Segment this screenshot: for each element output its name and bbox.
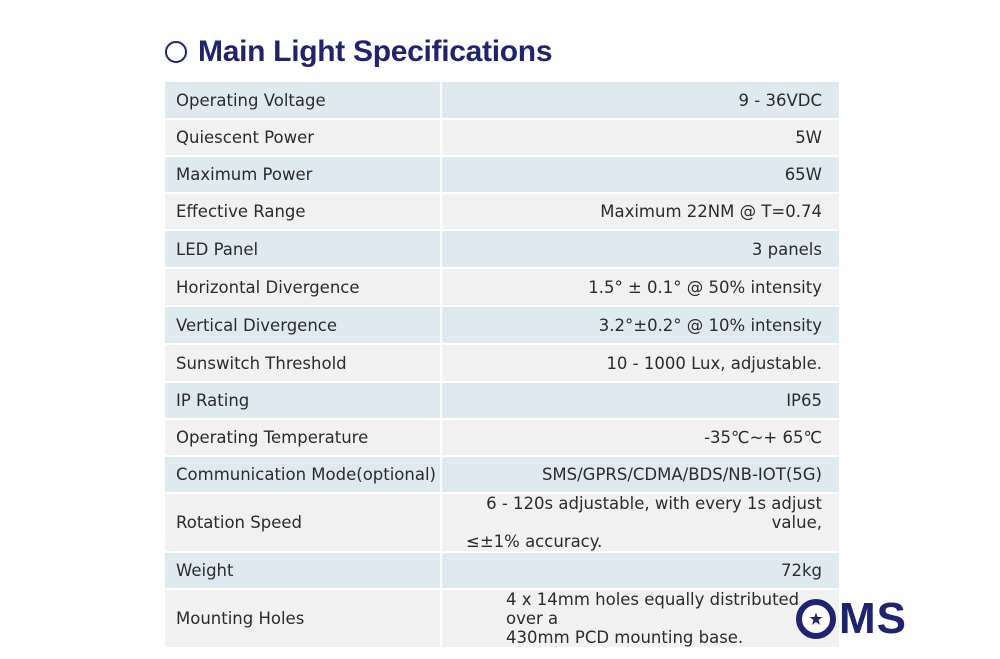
spec-label: IP Rating — [165, 382, 442, 420]
spec-label: Operating Temperature — [165, 419, 442, 457]
spec-value: 5W — [441, 119, 839, 157]
table-row: Operating Voltage 9 - 36VDC — [165, 82, 839, 120]
spec-label: Effective Range — [165, 193, 442, 231]
spec-label: Maximum Power — [165, 156, 442, 194]
spec-value: 3.2°±0.2° @ 10% intensity — [441, 306, 839, 345]
table-row: Mounting Holes 4 x 14mm holes equally di… — [165, 589, 839, 649]
spec-value-line: ≤±1% accuracy. — [466, 532, 603, 551]
section-header: Main Light Specifications — [165, 30, 553, 74]
spec-label: Operating Voltage — [165, 82, 442, 120]
table-row: IP Rating IP65 — [165, 382, 839, 420]
circle-bullet-icon — [165, 41, 187, 63]
table-row: LED Panel 3 panels — [165, 230, 839, 269]
star-icon — [809, 612, 823, 625]
spec-label: Vertical Divergence — [165, 306, 442, 345]
table-row: Weight 72kg — [165, 552, 839, 590]
logo-text: MS — [839, 594, 907, 643]
logo-o-ring — [796, 599, 836, 639]
spec-label: Mounting Holes — [165, 589, 442, 649]
spec-label: Sunswitch Threshold — [165, 344, 442, 383]
spec-label: Weight — [165, 552, 442, 590]
spec-value: 4 x 14mm holes equally distributed over … — [441, 589, 839, 649]
table-row: Vertical Divergence 3.2°±0.2° @ 10% inte… — [165, 306, 839, 345]
spec-value: Maximum 22NM @ T=0.74 — [441, 193, 839, 231]
table-row: Communication Mode(optional) SMS/GPRS/CD… — [165, 456, 839, 494]
spec-value-line: 430mm PCD mounting base. — [506, 628, 744, 647]
table-row: Operating Temperature -35℃~+ 65℃ — [165, 419, 839, 457]
oms-logo: MS — [796, 596, 907, 642]
spec-value: 6 - 120s adjustable, with every 1s adjus… — [441, 493, 839, 553]
spec-label: Horizontal Divergence — [165, 268, 442, 307]
table-row: Quiescent Power 5W — [165, 119, 839, 157]
spec-value: 3 panels — [441, 230, 839, 269]
spec-value: -35℃~+ 65℃ — [441, 419, 839, 457]
spec-value: 65W — [441, 156, 839, 194]
table-row: Maximum Power 65W — [165, 156, 839, 194]
spec-value: 9 - 36VDC — [441, 82, 839, 120]
spec-value: SMS/GPRS/CDMA/BDS/NB-IOT(5G) — [441, 456, 839, 494]
spec-value-line: 4 x 14mm holes equally distributed over … — [506, 590, 800, 628]
spec-table: Operating Voltage 9 - 36VDC Quiescent Po… — [165, 82, 839, 649]
table-row: Rotation Speed 6 - 120s adjustable, with… — [165, 493, 839, 553]
table-row: Horizontal Divergence 1.5° ± 0.1° @ 50% … — [165, 268, 839, 307]
spec-label: LED Panel — [165, 230, 442, 269]
table-row: Sunswitch Threshold 10 - 1000 Lux, adjus… — [165, 344, 839, 383]
spec-label: Quiescent Power — [165, 119, 442, 157]
page-title: Main Light Specifications — [198, 35, 553, 68]
spec-value: 10 - 1000 Lux, adjustable. — [441, 344, 839, 383]
spec-value: 72kg — [441, 552, 839, 590]
spec-value: 1.5° ± 0.1° @ 50% intensity — [441, 268, 839, 307]
spec-label: Communication Mode(optional) — [165, 456, 442, 494]
spec-value: IP65 — [441, 382, 839, 420]
spec-value-line: 6 - 120s adjustable, with every 1s adjus… — [486, 494, 822, 532]
table-row: Effective Range Maximum 22NM @ T=0.74 — [165, 193, 839, 231]
spec-label: Rotation Speed — [165, 493, 442, 553]
